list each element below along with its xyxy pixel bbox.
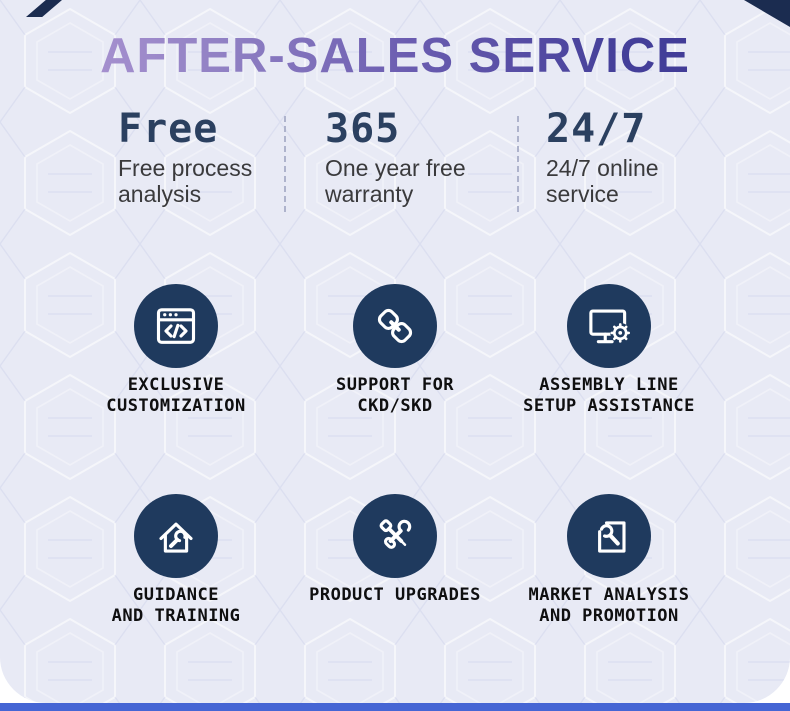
stat-free-analysis: Free Free process analysis <box>118 108 328 207</box>
feature-label: GUIDANCE AND TRAINING <box>111 585 241 626</box>
feature-label: ASSEMBLY LINE SETUP ASSISTANCE <box>523 375 695 416</box>
stat-description: One year free warranty <box>325 155 466 207</box>
feature-market-analysis: MARKET ANALYSIS AND PROMOTION <box>494 494 724 627</box>
feature-label: EXCLUSIVE CUSTOMIZATION <box>106 375 246 416</box>
stat-divider <box>284 116 286 212</box>
stat-warranty: 365 One year free warranty <box>325 108 535 207</box>
feature-guidance-training: GUIDANCE AND TRAINING <box>61 494 291 627</box>
stat-value: 365 <box>325 106 401 152</box>
feature-label: PRODUCT UPGRADES <box>309 585 481 605</box>
crossed-tools-icon <box>353 494 437 578</box>
stat-description: Free process analysis <box>118 155 253 207</box>
chain-link-icon <box>353 284 437 368</box>
feature-assembly-line-setup: ASSEMBLY LINE SETUP ASSISTANCE <box>494 284 724 417</box>
stat-description: 24/7 online service <box>546 155 659 207</box>
feature-support-ckd-skd: SUPPORT FOR CKD/SKD <box>280 284 510 417</box>
code-window-icon <box>134 284 218 368</box>
stat-online-service: 24/7 24/7 online service <box>546 108 756 207</box>
feature-label: SUPPORT FOR CKD/SKD <box>335 375 455 416</box>
bottom-blue-bar <box>0 703 790 711</box>
stat-divider <box>517 116 519 212</box>
stat-value: 24/7 <box>546 106 647 152</box>
stat-value: Free <box>118 106 219 152</box>
frame-wrench-icon <box>567 494 651 578</box>
page-title: AFTER-SALES SERVICE <box>0 28 790 84</box>
house-wrench-icon <box>134 494 218 578</box>
feature-exclusive-customization: EXCLUSIVE CUSTOMIZATION <box>61 284 291 417</box>
feature-product-upgrades: PRODUCT UPGRADES <box>280 494 510 606</box>
feature-label: MARKET ANALYSIS AND PROMOTION <box>528 585 690 626</box>
monitor-gear-icon <box>567 284 651 368</box>
